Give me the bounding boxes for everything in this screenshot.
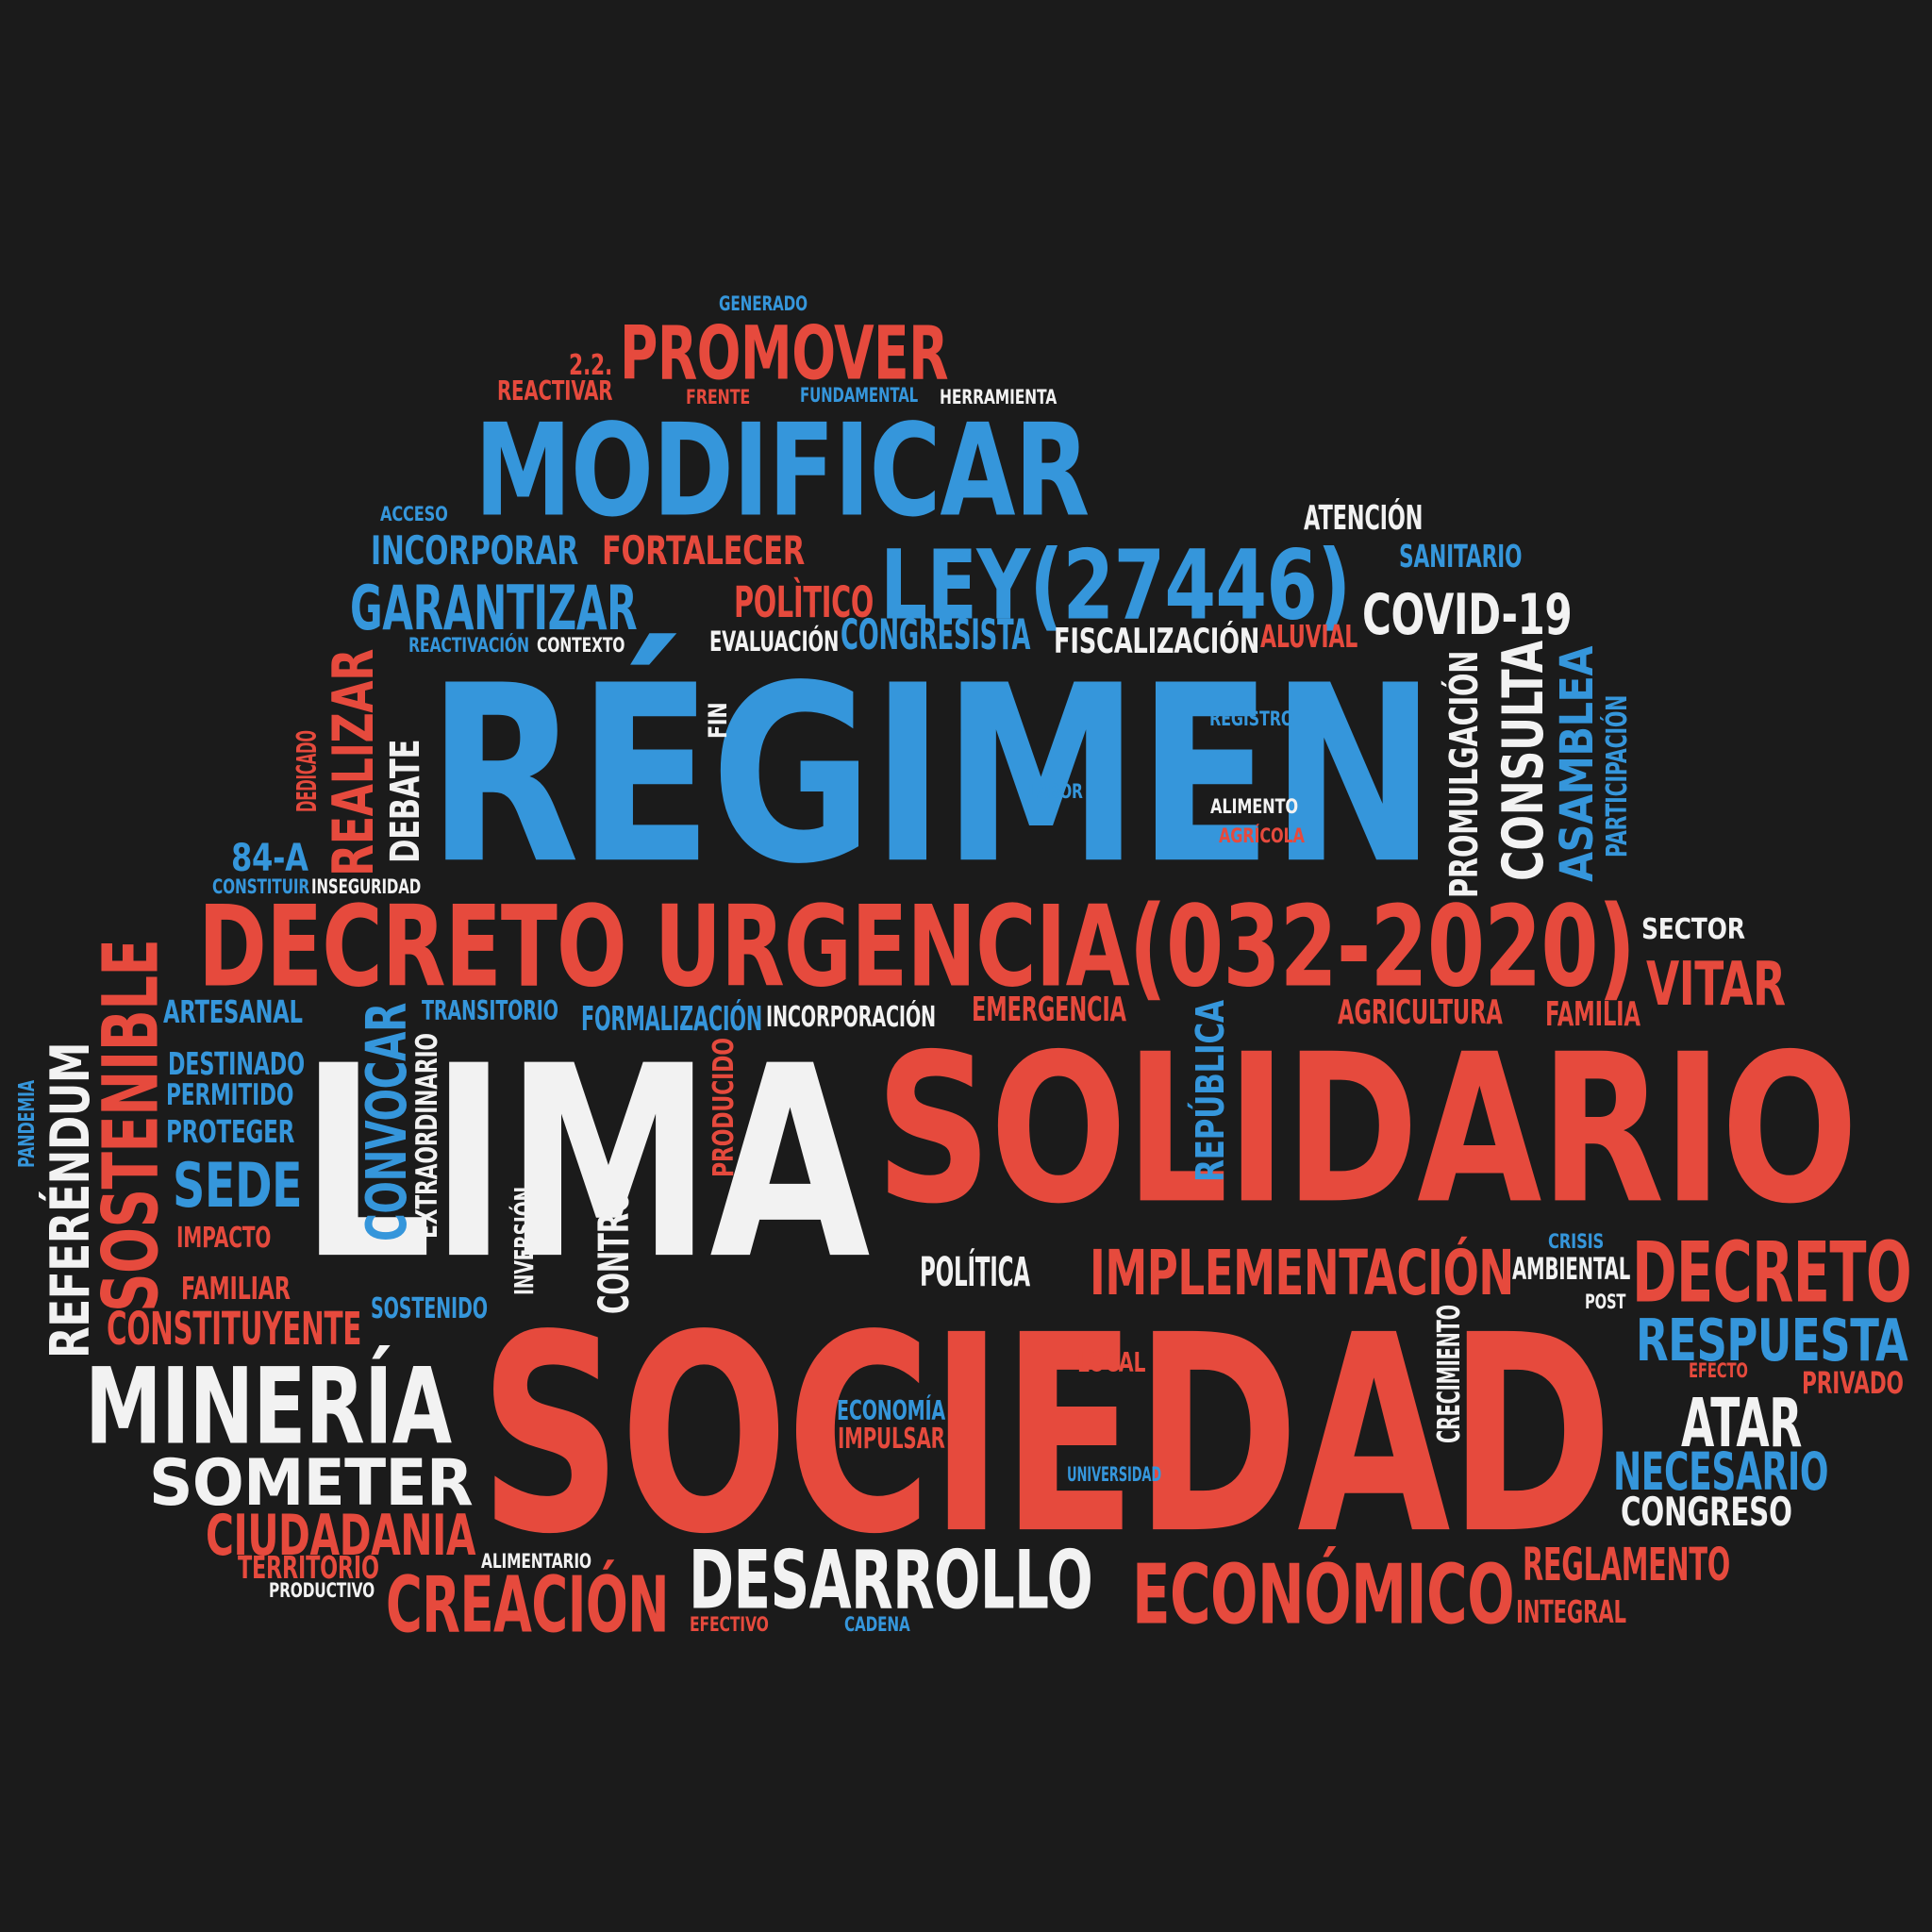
- word-economico: ECONÓMICO: [1132, 1547, 1515, 1644]
- word-familiar: FAMILIAR: [181, 1269, 291, 1307]
- word-debate: DEBATE: [380, 739, 429, 863]
- word-formalizacion: FORMALIZACIÓN: [581, 999, 763, 1040]
- word-participacion: PARTICIPACIÓN: [1599, 694, 1634, 858]
- word-promulgacion: PROMULGACIÓN: [1441, 650, 1488, 898]
- word-agricultura: AGRICULTURA: [1338, 992, 1503, 1033]
- word-inseguridad: INSEGURIDAD: [311, 875, 422, 899]
- word-permitido: PERMITIDO: [166, 1077, 294, 1113]
- word-emergencia: EMERGENCIA: [972, 990, 1126, 1030]
- word-dedicado: DEDICADO: [291, 730, 324, 812]
- word-atencion: ATENCIÓN: [1304, 498, 1424, 539]
- word-incorporacion: INCORPORACIÓN: [766, 999, 936, 1034]
- word-sector: SECTOR: [1641, 911, 1745, 946]
- word-extraordinario: EXTRAORDINARIO: [409, 1033, 445, 1239]
- word-sanitario: SANITARIO: [1399, 537, 1523, 575]
- word-sede: SEDE: [173, 1150, 303, 1223]
- word-fin: FIN: [703, 702, 734, 739]
- word-crecimiento: CRECIMIENTO: [1429, 1305, 1468, 1443]
- word-someter: SOMETER: [149, 1444, 474, 1521]
- word-evaluacion: EVALUACIÓN: [709, 625, 840, 658]
- word-84-a: 84-A: [231, 836, 308, 881]
- word-producido: PRODUCIDO: [706, 1038, 741, 1177]
- word-vitar: VITAR: [1646, 948, 1786, 1020]
- word-covid-19: COVID-19: [1362, 580, 1573, 648]
- word-republica: REPÚBLICA: [1188, 1000, 1234, 1182]
- word-congreso: CONGRESO: [1621, 1488, 1792, 1536]
- word-alimento: ALIMENTO: [1210, 795, 1298, 819]
- word-politico: POLÌTICO: [734, 577, 874, 628]
- word-destinado: DESTINADO: [168, 1044, 305, 1083]
- word-fiscalizacion: FISCALIZACIÓN: [1054, 621, 1260, 662]
- word-atar: ATAR: [1681, 1383, 1802, 1463]
- word-incorporar: INCORPORAR: [371, 526, 578, 575]
- word-congresista: CONGRESISTA: [841, 610, 1031, 660]
- word-necesario: NECESARIO: [1613, 1441, 1829, 1503]
- word-mineria: MINERÍA: [85, 1344, 452, 1469]
- word-decreto: DECRETO: [1632, 1224, 1912, 1323]
- word-promover: PROMOVER: [620, 310, 949, 398]
- word-reactivar: REACTIVAR: [497, 375, 613, 408]
- word-frente: FRENTE: [686, 386, 751, 409]
- word-pandemia: PANDEMIA: [13, 1079, 40, 1168]
- word-proteger: PROTEGER: [166, 1112, 295, 1151]
- word-sociedad: SOCIEDAD: [479, 1276, 1613, 1594]
- word-artesanal: ARTESANAL: [163, 992, 303, 1031]
- word-ley-27446: LEY(27446): [880, 528, 1351, 642]
- word-privado: PRIVADO: [1802, 1365, 1904, 1402]
- word-labor: LABOR: [1028, 780, 1083, 804]
- word-reglamento: REGLAMENTO: [1523, 1538, 1730, 1592]
- word-garantizar: GARANTIZAR: [350, 573, 638, 645]
- word-fundamental: FUNDAMENTAL: [800, 384, 919, 408]
- word-universidad: UNIVERSIDAD: [1067, 1463, 1162, 1487]
- word-lima: LIMA: [300, 1008, 871, 1318]
- word-productivo: PRODUCTIVO: [269, 1579, 375, 1603]
- word-crisis: CRISIS: [1548, 1230, 1605, 1254]
- word-economia: ECONOMÍA: [837, 1395, 946, 1427]
- word-acceso: ACCESO: [380, 503, 448, 526]
- word-integral: INTEGRAL: [1516, 1592, 1626, 1631]
- word-efecto: EFECTO: [1689, 1359, 1748, 1383]
- word-impacto: IMPACTO: [176, 1220, 272, 1255]
- word-cadena: CADENA: [844, 1613, 910, 1637]
- word-reactivacion: REACTIVACIÓN: [408, 634, 529, 658]
- word-ciudadania: CIUDADANIA: [206, 1501, 476, 1569]
- word-impulsar: IMPULSAR: [838, 1421, 945, 1456]
- word-desarrollo: DESARROLLO: [689, 1533, 1093, 1628]
- word-solidario: SOLIDARIO: [875, 1010, 1858, 1250]
- word-consulta: CONSULTA: [1489, 641, 1557, 881]
- word-alimentario: ALIMENTARIO: [481, 1550, 591, 1574]
- word-contexto: CONTEXTO: [537, 634, 625, 658]
- word-decreto-urgencia-032-2020: DECRETO URGENCIA(032-2020): [198, 881, 1636, 1013]
- word-sostenido: SOSTENIDO: [371, 1291, 488, 1325]
- word-realizar: REALIZAR: [319, 649, 387, 876]
- word-respuesta: RESPUESTA: [1636, 1307, 1908, 1375]
- word-post: POST: [1585, 1291, 1626, 1314]
- word-agricola: AGRÍCOLA: [1219, 824, 1305, 848]
- word-registro: REGISTRO: [1209, 708, 1294, 731]
- word-aluvial: ALUVIAL: [1260, 617, 1358, 656]
- word-modificar: MODIFICAR: [475, 396, 1090, 546]
- word-asamblea: ASAMBLEA: [1550, 645, 1605, 882]
- word-constituir: CONSTITUIR: [212, 875, 310, 899]
- word-generado: GENERADO: [719, 292, 808, 316]
- word-transitorio: TRANSITORIO: [422, 995, 558, 1027]
- word-constituyente: CONSTITUYENTE: [107, 1302, 362, 1357]
- word-creacion: CREACIÓN: [386, 1558, 669, 1651]
- word-referendum: REFERÉNDUM: [39, 1041, 103, 1358]
- word-herramienta: HERRAMIENTA: [940, 386, 1058, 409]
- word-2-2: 2.2.: [569, 347, 613, 382]
- word-efectivo: EFECTIVO: [690, 1613, 769, 1637]
- word-fortalecer: FORTALECER: [602, 526, 805, 575]
- word-implementacion: IMPLEMENTACIÓN: [1090, 1237, 1514, 1310]
- word-territorio: TERRITORIO: [238, 1548, 379, 1587]
- word-sostenible: SOSTENIBLE: [85, 939, 176, 1312]
- word-politica: POLÍTICA: [920, 1247, 1030, 1296]
- word-familia: FAMILIA: [1545, 994, 1641, 1035]
- word-regimen: RÉGIMEN: [427, 632, 1436, 918]
- word-local: LOCAL: [1077, 1347, 1146, 1379]
- word-ambiental: AMBIENTAL: [1512, 1251, 1631, 1288]
- word-convocar: CONVOCAR: [353, 1003, 420, 1241]
